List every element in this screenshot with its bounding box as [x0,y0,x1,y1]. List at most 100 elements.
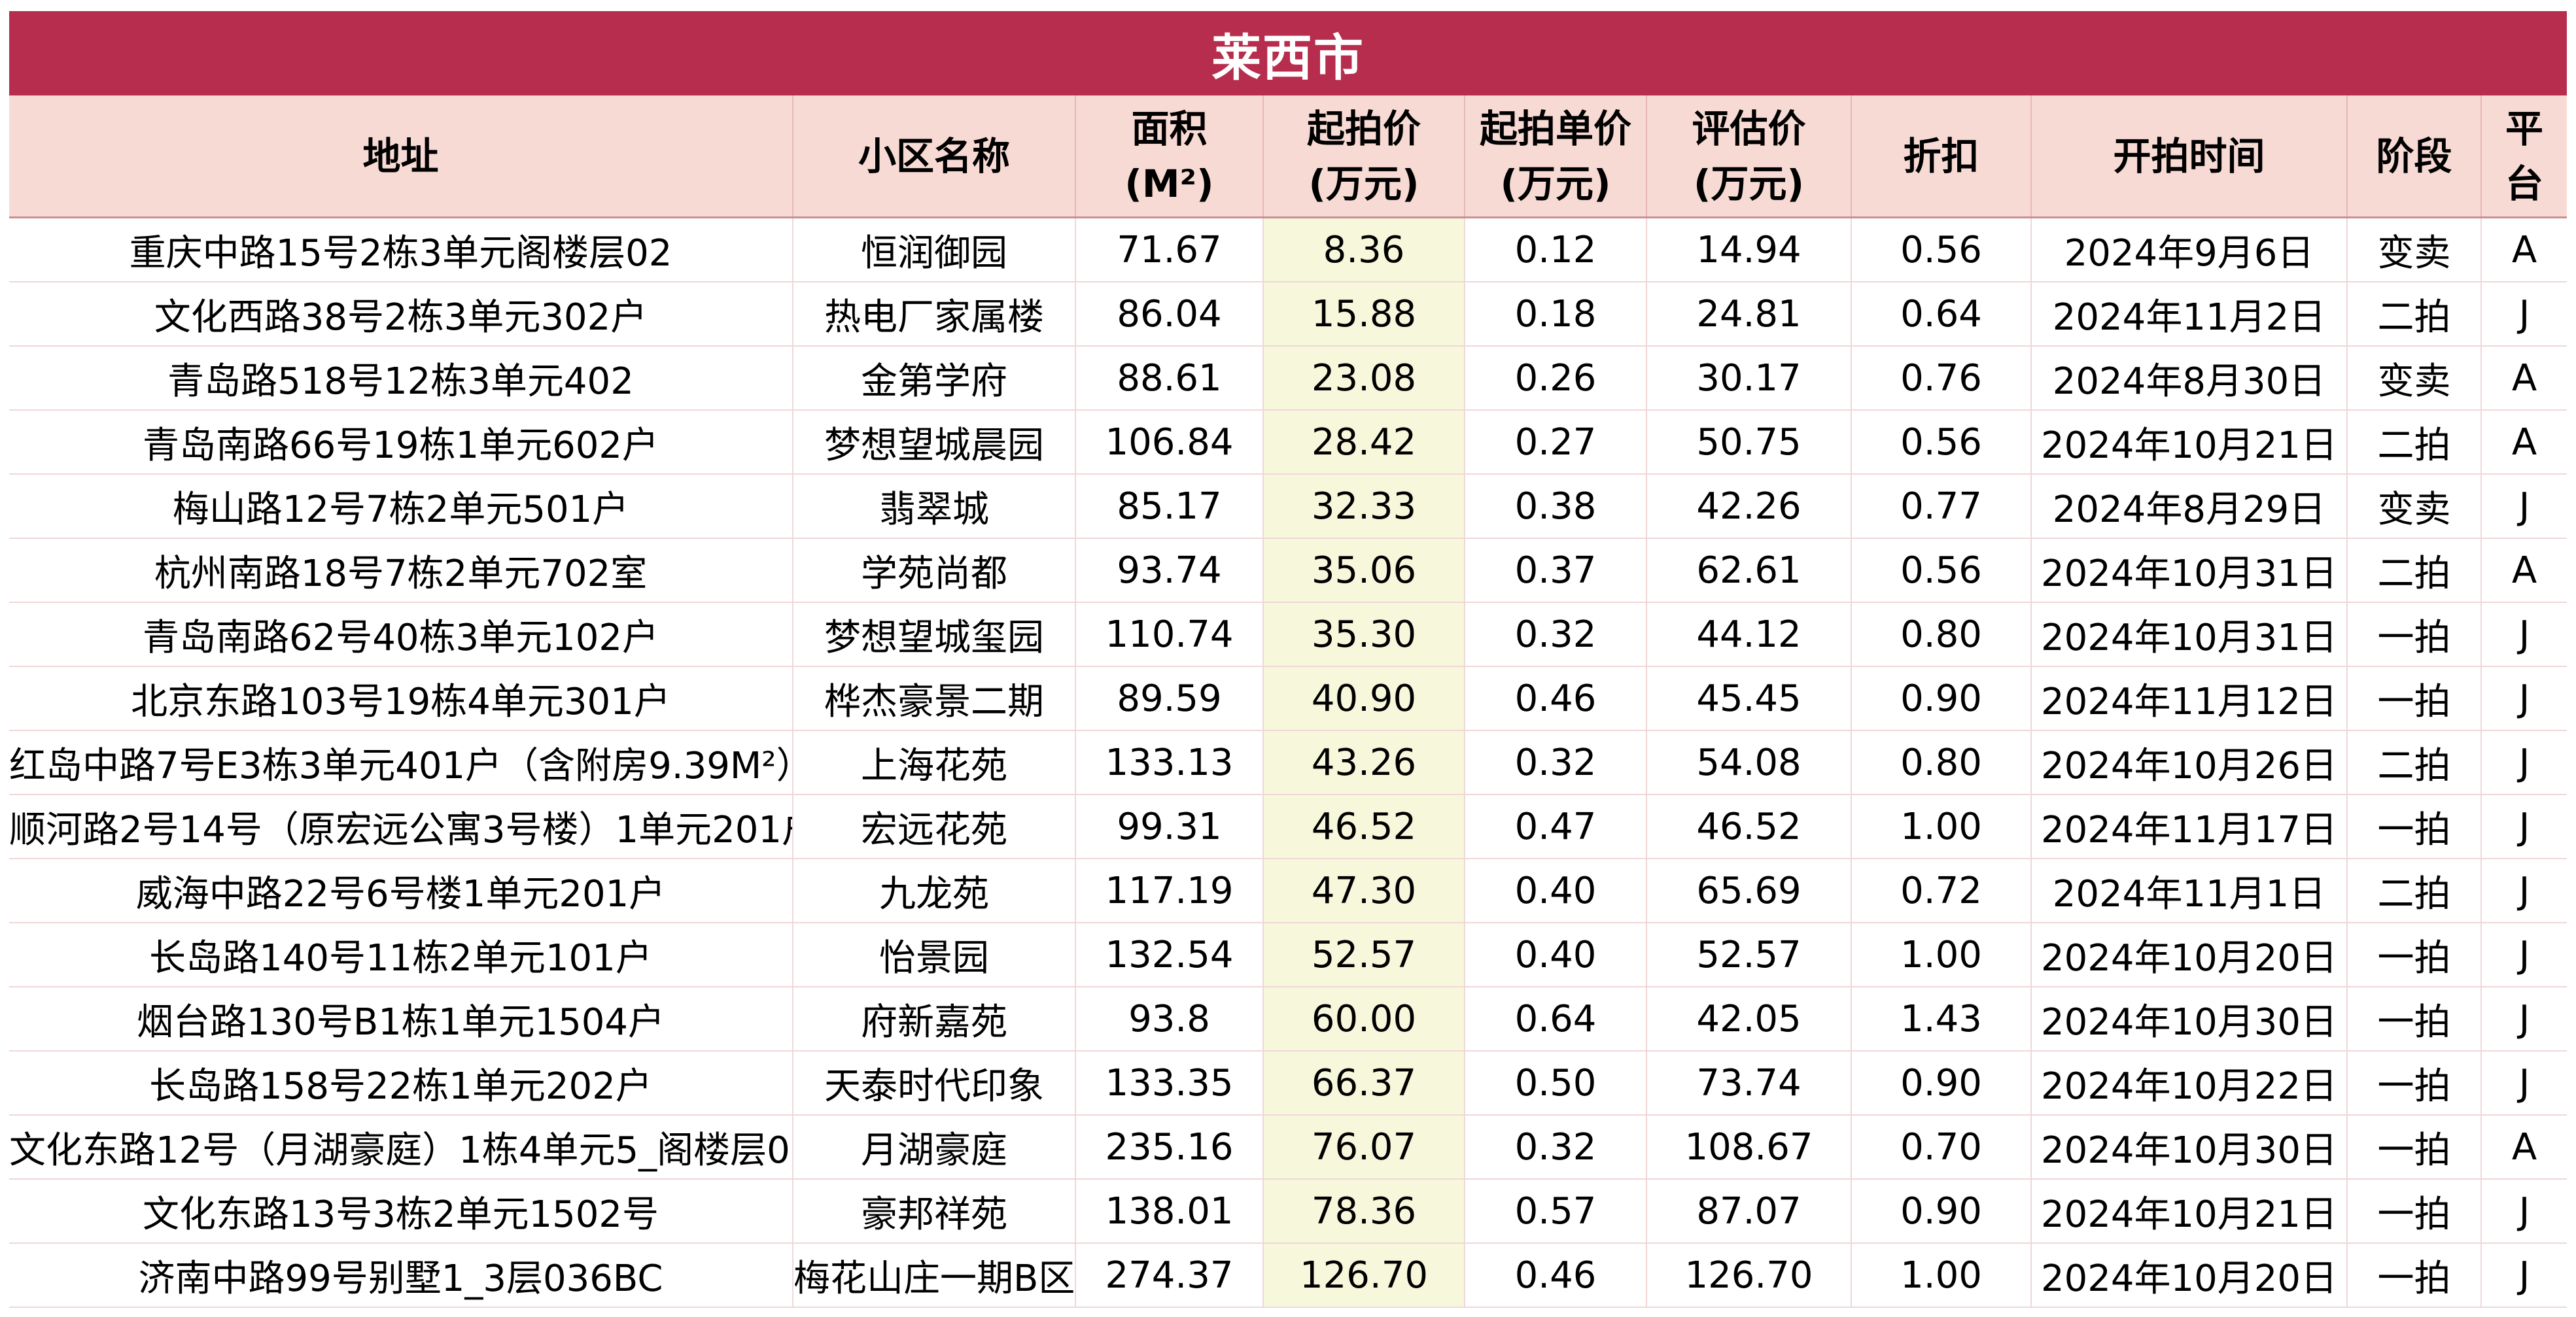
cell-auction-date: 2024年10月21日 [2031,1179,2348,1244]
cell-unit-price: 0.50 [1465,1051,1647,1116]
cell-auction-date: 2024年10月31日 [2031,602,2348,667]
table-row: 长岛路158号22栋1单元202户 天泰时代印象 133.35 66.37 0.50 73… [9,1051,2567,1116]
cell-area: 132.54 [1075,923,1264,987]
spreadsheet: 莱西市 地址 小区名称 面积 (M²) 起拍价 (万元) 起拍单价 (万元) 评估价(… [9,11,2567,1308]
cell-start-price: 35.30 [1263,602,1465,667]
cell-address: 青岛路518号12栋3单元402 [9,346,793,411]
auction-table: 地址 小区名称 面积 (M²) 起拍价 (万元) 起拍单价 (万元) 评估价 (万元) … [9,95,2567,1308]
cell-appraisal: 44.12 [1646,602,1852,667]
cell-discount: 0.56 [1851,538,2032,603]
cell-start-price: 126.70 [1263,1243,1465,1308]
cell-stage: 一拍 [2347,1243,2482,1308]
cell-start-price: 15.88 [1263,282,1465,347]
cell-start-price: 8.36 [1263,217,1465,282]
cell-stage: 二拍 [2347,282,2482,347]
cell-discount: 0.56 [1851,217,2032,282]
cell-auction-date: 2024年11月1日 [2031,859,2348,923]
cell-start-price: 46.52 [1263,795,1465,859]
cell-platform: J [2481,859,2567,923]
cell-address: 长岛路158号22栋1单元202户 [9,1051,793,1116]
cell-address: 青岛南路66号19栋1单元602户 [9,410,793,475]
cell-start-price: 52.57 [1263,923,1465,987]
cell-community: 学苑尚都 [793,538,1076,603]
cell-start-price: 60.00 [1263,987,1465,1052]
cell-appraisal: 42.05 [1646,987,1852,1052]
cell-community: 桦杰豪景二期 [793,666,1076,731]
cell-discount: 0.56 [1851,410,2032,475]
cell-appraisal: 46.52 [1646,795,1852,859]
cell-appraisal: 50.75 [1646,410,1852,475]
cell-unit-price: 0.26 [1465,346,1647,411]
cell-appraisal: 87.07 [1646,1179,1852,1244]
cell-community: 梅花山庄一期B区 [793,1243,1076,1308]
cell-unit-price: 0.40 [1465,859,1647,923]
cell-community: 月湖豪庭 [793,1115,1076,1180]
cell-address: 杭州南路18号7栋2单元702室 [9,538,793,603]
cell-appraisal: 126.70 [1646,1243,1852,1308]
cell-area: 133.35 [1075,1051,1264,1116]
cell-discount: 0.64 [1851,282,2032,347]
table-row: 文化东路13号3栋2单元1502号 豪邦祥苑 138.01 78.36 0.57 87.0… [9,1179,2567,1244]
cell-discount: 1.00 [1851,1243,2032,1308]
cell-stage: 一拍 [2347,602,2482,667]
cell-area: 274.37 [1075,1243,1264,1308]
header-platform: 平台 [2481,95,2567,218]
cell-community: 豪邦祥苑 [793,1179,1076,1244]
cell-start-price: 78.36 [1263,1179,1465,1244]
cell-community: 金第学府 [793,346,1076,411]
cell-address: 顺河路2号14号（原宏远公寓3号楼）1单元201户 [9,795,793,859]
cell-stage: 一拍 [2347,795,2482,859]
cell-community: 梦想望城玺园 [793,602,1076,667]
cell-start-price: 28.42 [1263,410,1465,475]
cell-stage: 一拍 [2347,1115,2482,1180]
cell-unit-price: 0.64 [1465,987,1647,1052]
table-row: 重庆中路15号2栋3单元阁楼层02 恒润御园 71.67 8.36 0.12 14.94 0… [9,217,2567,282]
cell-discount: 0.90 [1851,1179,2032,1244]
cell-address: 梅山路12号7栋2单元501户 [9,474,793,539]
cell-community: 恒润御园 [793,217,1076,282]
cell-stage: 变卖 [2347,474,2482,539]
cell-platform: J [2481,987,2567,1052]
table-row: 文化西路38号2栋3单元302户 热电厂家属楼 86.04 15.88 0.18 24.8… [9,282,2567,347]
table-row: 青岛南路62号40栋3单元102户 梦想望城玺园 110.74 35.30 0.32 44… [9,602,2567,667]
cell-stage: 一拍 [2347,923,2482,987]
table-row: 顺河路2号14号（原宏远公寓3号楼）1单元201户 宏远花苑 99.31 46.52 0… [9,795,2567,859]
cell-appraisal: 45.45 [1646,666,1852,731]
cell-area: 235.16 [1075,1115,1264,1180]
table-row: 烟台路130号B1栋1单元1504户 府新嘉苑 93.8 60.00 0.64 42.05… [9,987,2567,1052]
cell-area: 106.84 [1075,410,1264,475]
cell-appraisal: 14.94 [1646,217,1852,282]
cell-discount: 0.90 [1851,1051,2032,1116]
cell-discount: 0.80 [1851,730,2032,795]
header-discount: 折扣 [1851,95,2032,218]
cell-auction-date: 2024年11月12日 [2031,666,2348,731]
cell-community: 怡景园 [793,923,1076,987]
cell-discount: 0.72 [1851,859,2032,923]
cell-community: 上海花苑 [793,730,1076,795]
cell-appraisal: 73.74 [1646,1051,1852,1116]
title-text: 莱西市 [1211,28,1365,87]
header-start-price: 起拍价 (万元) [1263,95,1465,218]
cell-unit-price: 0.38 [1465,474,1647,539]
cell-discount: 0.70 [1851,1115,2032,1180]
cell-area: 85.17 [1075,474,1264,539]
cell-appraisal: 30.17 [1646,346,1852,411]
header-auction-date: 开拍时间 [2031,95,2348,218]
cell-appraisal: 24.81 [1646,282,1852,347]
cell-area: 110.74 [1075,602,1264,667]
cell-stage: 二拍 [2347,859,2482,923]
cell-unit-price: 0.46 [1465,1243,1647,1308]
cell-stage: 一拍 [2347,987,2482,1052]
table-row: 杭州南路18号7栋2单元702室 学苑尚都 93.74 35.06 0.37 62.61 0… [9,538,2567,603]
header-address: 地址 [9,95,793,218]
cell-discount: 1.00 [1851,923,2032,987]
cell-auction-date: 2024年10月21日 [2031,410,2348,475]
cell-platform: J [2481,1051,2567,1116]
header-community: 小区名称 [793,95,1076,218]
table-row: 长岛路140号11栋2单元101户 怡景园 132.54 52.57 0.40 52.57… [9,923,2567,987]
cell-address: 长岛路140号11栋2单元101户 [9,923,793,987]
cell-address: 烟台路130号B1栋1单元1504户 [9,987,793,1052]
cell-stage: 二拍 [2347,538,2482,603]
header-appraisal: 评估价 (万元) [1646,95,1852,218]
cell-platform: J [2481,474,2567,539]
